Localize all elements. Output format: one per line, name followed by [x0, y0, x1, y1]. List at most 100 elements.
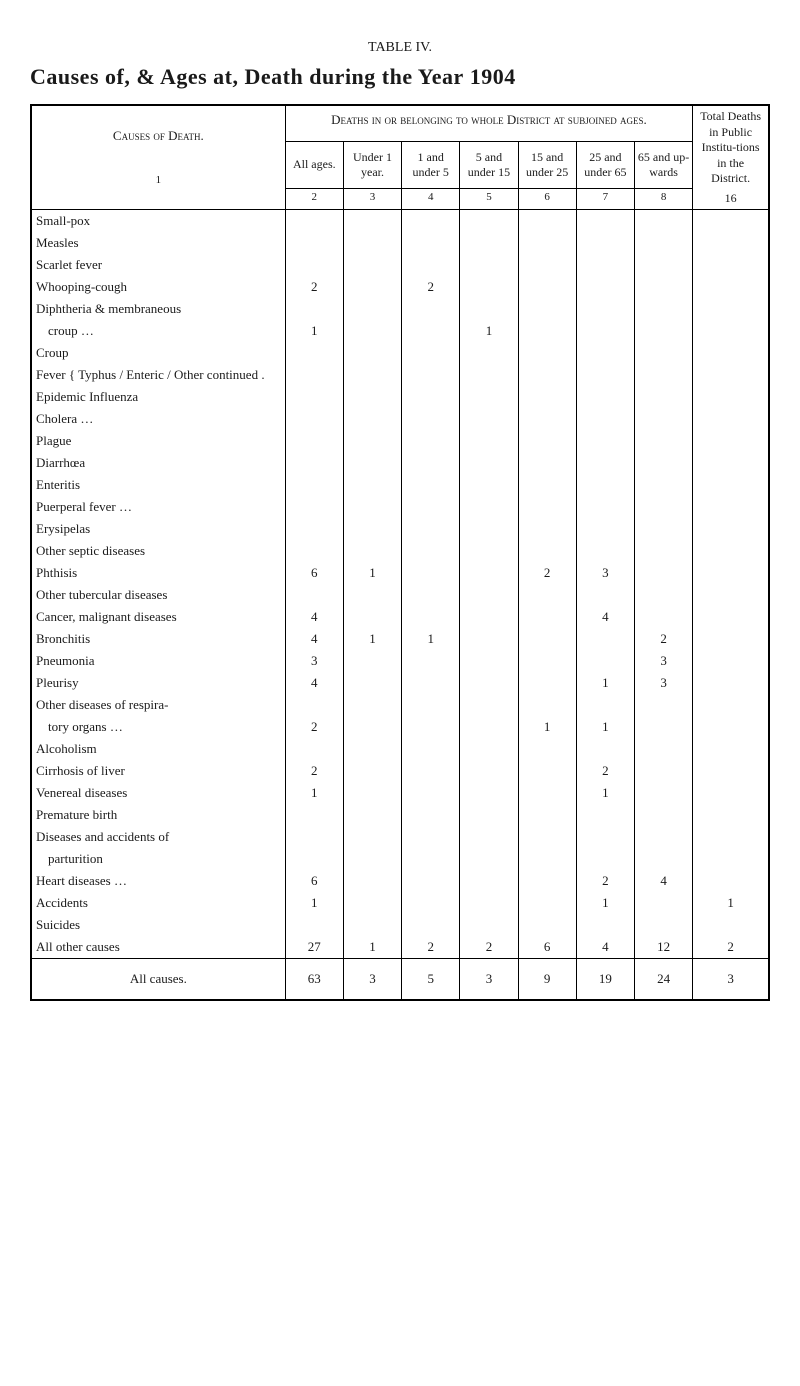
- data-cell: [343, 914, 401, 936]
- data-cell: 1: [285, 892, 343, 914]
- data-cell: [343, 650, 401, 672]
- cause-label: Whooping-cough: [31, 276, 285, 298]
- data-cell: [460, 738, 518, 760]
- data-cell: [634, 254, 692, 276]
- data-cell: 2: [402, 936, 460, 959]
- col-num-1-label: 1: [38, 174, 279, 186]
- data-cell: [693, 606, 769, 628]
- data-cell: 1: [518, 716, 576, 738]
- footer-val: 3: [343, 958, 401, 1000]
- data-cell: [402, 760, 460, 782]
- footer-val: 19: [576, 958, 634, 1000]
- data-cell: [518, 386, 576, 408]
- data-cell: [343, 298, 401, 320]
- data-cell: [693, 496, 769, 518]
- cause-label: Puerperal fever …: [31, 496, 285, 518]
- data-cell: [343, 474, 401, 496]
- data-cell: [576, 276, 634, 298]
- data-cell: [402, 209, 460, 232]
- data-cell: [343, 892, 401, 914]
- data-cell: 3: [634, 672, 692, 694]
- data-cell: [634, 452, 692, 474]
- data-cell: [402, 298, 460, 320]
- data-cell: [693, 804, 769, 826]
- data-cell: [576, 540, 634, 562]
- data-cell: [518, 870, 576, 892]
- cause-label: Diarrhœa: [31, 452, 285, 474]
- cause-label: Heart diseases …: [31, 870, 285, 892]
- data-cell: [693, 826, 769, 848]
- data-cell: [518, 914, 576, 936]
- data-cell: 1: [402, 628, 460, 650]
- data-cell: [518, 848, 576, 870]
- cause-label: Erysipelas: [31, 518, 285, 540]
- data-cell: [402, 320, 460, 342]
- cause-label: Premature birth: [31, 804, 285, 826]
- data-cell: [460, 694, 518, 716]
- data-cell: [343, 496, 401, 518]
- data-cell: [285, 694, 343, 716]
- data-cell: [285, 342, 343, 364]
- data-cell: [576, 738, 634, 760]
- data-cell: [460, 562, 518, 584]
- data-cell: [634, 540, 692, 562]
- data-cell: [576, 804, 634, 826]
- data-cell: [576, 254, 634, 276]
- data-cell: [402, 364, 460, 386]
- cause-label: Pleurisy: [31, 672, 285, 694]
- data-cell: [693, 276, 769, 298]
- data-cell: [634, 826, 692, 848]
- data-cell: [343, 672, 401, 694]
- data-cell: [634, 804, 692, 826]
- age-col-label: 65 and up-wards: [634, 141, 692, 189]
- data-cell: 1: [285, 320, 343, 342]
- data-cell: [285, 452, 343, 474]
- data-cell: [576, 408, 634, 430]
- data-cell: [285, 518, 343, 540]
- data-cell: 4: [285, 672, 343, 694]
- data-cell: [634, 496, 692, 518]
- data-cell: [285, 826, 343, 848]
- data-cell: [634, 408, 692, 430]
- data-cell: [576, 694, 634, 716]
- data-cell: [518, 320, 576, 342]
- cause-label: Epidemic Influenza: [31, 386, 285, 408]
- data-cell: [634, 386, 692, 408]
- data-cell: [518, 694, 576, 716]
- data-cell: [460, 496, 518, 518]
- data-cell: [343, 540, 401, 562]
- data-cell: [460, 848, 518, 870]
- data-cell: 6: [285, 870, 343, 892]
- data-cell: 4: [576, 606, 634, 628]
- data-cell: [285, 364, 343, 386]
- data-cell: 1: [576, 672, 634, 694]
- data-cell: [693, 870, 769, 892]
- data-cell: [402, 914, 460, 936]
- data-cell: [518, 232, 576, 254]
- data-cell: [460, 474, 518, 496]
- data-cell: [343, 804, 401, 826]
- data-cell: [460, 408, 518, 430]
- cause-label: Cholera …: [31, 408, 285, 430]
- data-cell: [634, 474, 692, 496]
- data-cell: [693, 386, 769, 408]
- cause-label: parturition: [31, 848, 285, 870]
- data-cell: [402, 342, 460, 364]
- data-cell: [343, 386, 401, 408]
- data-cell: [693, 452, 769, 474]
- data-cell: [343, 342, 401, 364]
- cause-label: Pneumonia: [31, 650, 285, 672]
- data-cell: 2: [576, 870, 634, 892]
- age-col-num: 8: [634, 189, 692, 210]
- data-cell: 1: [576, 782, 634, 804]
- data-cell: [518, 650, 576, 672]
- table-label: TABLE IV.: [30, 40, 770, 56]
- cause-label: tory organs …: [31, 716, 285, 738]
- data-cell: [518, 628, 576, 650]
- data-cell: [285, 584, 343, 606]
- data-cell: [576, 584, 634, 606]
- cause-label: Diseases and accidents of: [31, 826, 285, 848]
- data-cell: [402, 232, 460, 254]
- data-cell: [634, 584, 692, 606]
- data-cell: [285, 496, 343, 518]
